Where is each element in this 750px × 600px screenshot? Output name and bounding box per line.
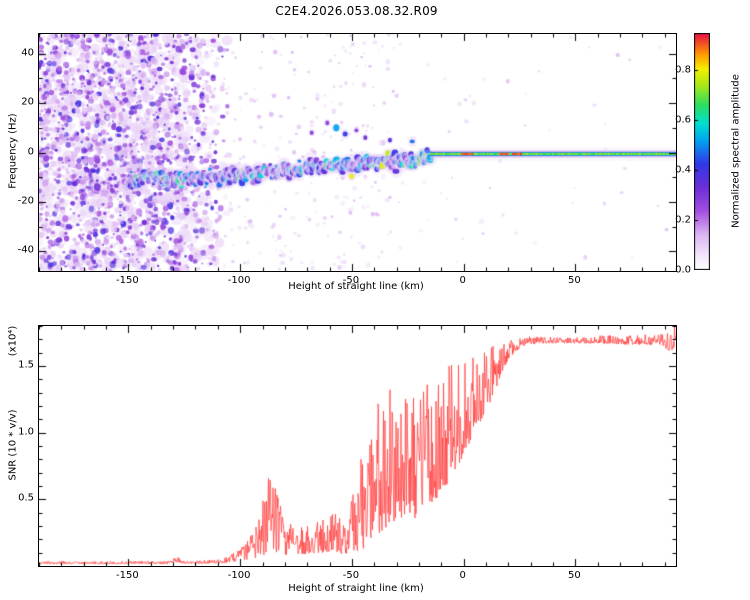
snr-x-tick-50: 50 [568, 570, 581, 581]
snr-panel [38, 325, 677, 567]
spec-x-tick--50: -50 [342, 275, 360, 286]
colorbar-label: Normalized spectral amplitude [730, 74, 742, 228]
cbar-tick-0.4: 0.4 [675, 164, 691, 176]
snr-y-axis-label: SNR (10 * v/v) [7, 409, 19, 481]
spec-y-tick--40: -40 [17, 244, 34, 256]
spectrogram-x-axis-label: Height of straight line (km) [288, 281, 424, 292]
cbar-tick-0.8: 0.8 [675, 64, 691, 76]
spectrogram-y-axis-label: Frequency (Hz) [7, 113, 19, 189]
spec-x-tick--100: -100 [227, 275, 251, 286]
cbar-tick-0.2: 0.2 [675, 214, 691, 226]
colorbar [694, 33, 710, 270]
spec-y-tick-40: 40 [21, 47, 34, 59]
snr-x-tick--150: -150 [116, 570, 139, 581]
snr-x-axis-label: Height of straight line (km) [288, 583, 424, 594]
snr-x-tick--100: -100 [227, 570, 251, 581]
snr-canvas [39, 326, 676, 566]
spec-x-tick--150: -150 [116, 275, 139, 286]
cbar-tick-0.0: 0.0 [675, 264, 691, 276]
figure-title: C2E4.2026.053.08.32.R09 [275, 4, 438, 18]
snr-y-tick-1.5: 1.5 [18, 359, 34, 371]
spec-y-tick--20: -20 [17, 195, 34, 207]
snr-y-axis-unit: (x10⁴) [7, 325, 19, 357]
spec-y-tick-20: 20 [21, 96, 34, 108]
spec-x-tick-0: 0 [459, 275, 466, 286]
colorbar-canvas [694, 33, 710, 270]
spec-y-tick-0: 0 [27, 146, 34, 157]
snr-x-tick-0: 0 [459, 570, 466, 581]
snr-y-tick-1.0: 1.0 [18, 426, 34, 438]
cbar-tick-0.6: 0.6 [675, 114, 691, 126]
spectrogram-panel [38, 33, 677, 272]
spectrogram-canvas [39, 34, 676, 271]
spec-x-tick-50: 50 [568, 275, 581, 286]
snr-y-tick-0.5: 0.5 [18, 492, 34, 504]
snr-x-tick--50: -50 [342, 570, 360, 581]
